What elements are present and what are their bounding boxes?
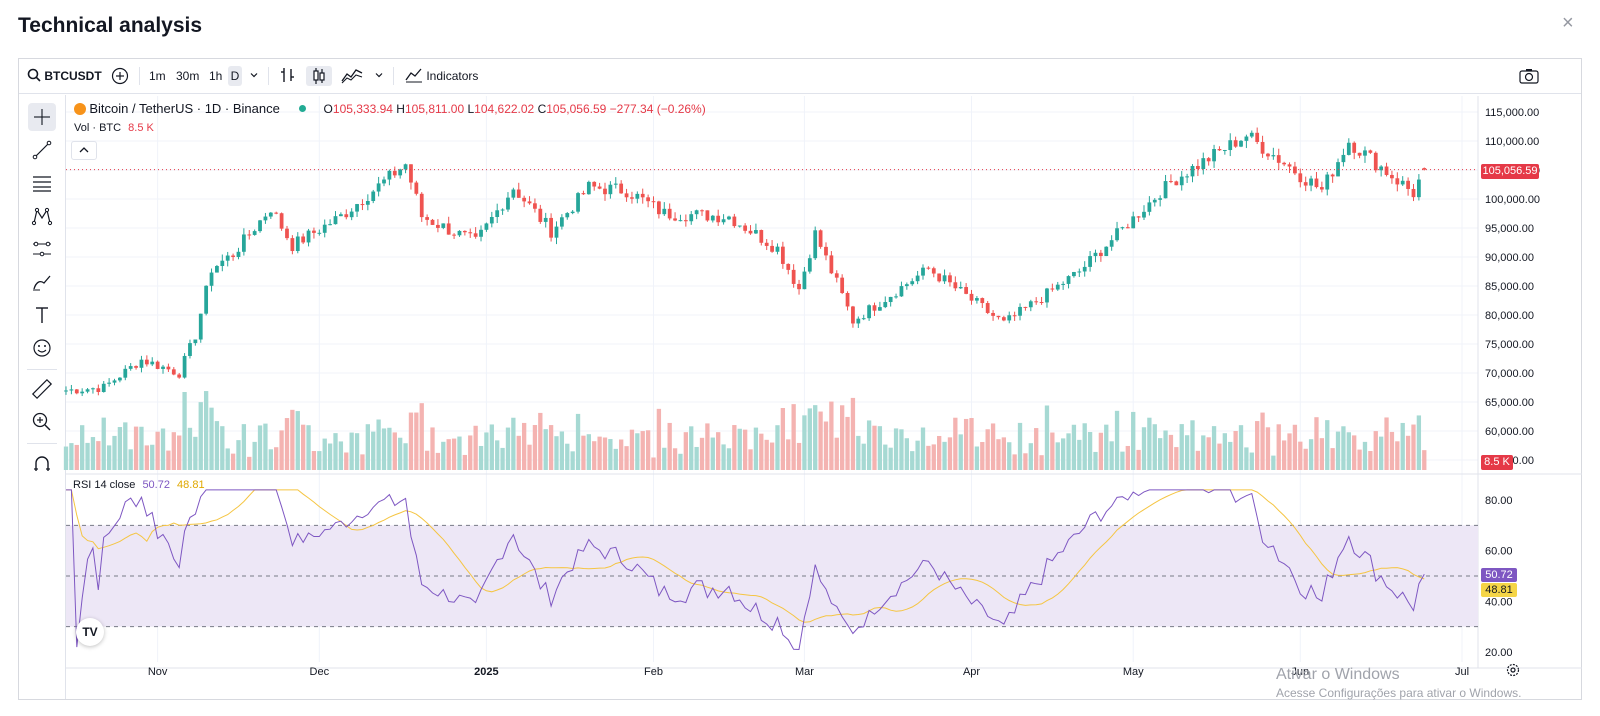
magnet-icon xyxy=(34,456,50,471)
interval-1h[interactable]: 1h xyxy=(209,69,223,83)
gear-icon xyxy=(1506,663,1520,677)
close-icon[interactable]: × xyxy=(1562,12,1574,34)
ohlc-close: 105,056.59 xyxy=(546,102,607,116)
text-icon xyxy=(36,307,48,323)
chevron-down-icon xyxy=(375,73,383,78)
measure-tool[interactable] xyxy=(28,375,56,403)
candles-style-button[interactable] xyxy=(306,66,332,86)
collapse-legend-button[interactable] xyxy=(71,141,97,160)
windows-activation-text: Acesse Configurações para ativar o Windo… xyxy=(1276,686,1522,700)
bitcoin-icon xyxy=(74,103,86,115)
zoom-tool[interactable] xyxy=(28,408,56,436)
zoom-in-icon xyxy=(32,412,51,431)
interval-dropdown[interactable] xyxy=(249,66,259,86)
smiley-icon xyxy=(33,339,51,357)
horizontal-lines-icon xyxy=(33,176,51,192)
rsi-ma-tag: 48.81 xyxy=(1481,583,1517,597)
camera-icon xyxy=(1519,69,1539,84)
rsi-legend: RSI 14 close 50.72 48.81 xyxy=(73,479,205,491)
search-icon xyxy=(27,68,41,82)
rsi-ma-value: 48.81 xyxy=(177,479,205,491)
magnet-tool[interactable] xyxy=(28,450,56,478)
symbol-search[interactable]: BTCUSDT xyxy=(27,66,102,86)
crosshair-icon xyxy=(34,109,50,125)
volume-value: 8.5 K xyxy=(128,122,154,134)
ohlc-low-label: L xyxy=(467,102,475,116)
chevron-up-icon xyxy=(79,147,89,153)
bars-icon xyxy=(281,68,294,82)
text-tool[interactable] xyxy=(28,301,56,329)
chevron-down-icon xyxy=(250,73,258,78)
projection-icon xyxy=(33,241,51,257)
ohlc-high: 105,811.00 xyxy=(404,102,465,116)
chart-type-dropdown[interactable] xyxy=(374,66,384,86)
add-circle-icon xyxy=(111,67,129,85)
ruler-icon xyxy=(31,378,53,400)
indicators-icon xyxy=(405,68,422,83)
rsi-label: RSI 14 close xyxy=(73,479,136,491)
last-price-tag: 105,056.59 xyxy=(1481,164,1539,179)
screenshot-button[interactable] xyxy=(1519,66,1539,86)
toolbar-divider xyxy=(393,67,394,85)
indicators-button[interactable]: Indicators xyxy=(405,66,478,86)
projection-tool[interactable] xyxy=(28,235,56,263)
sidebar-divider xyxy=(27,369,57,370)
instrument-label[interactable]: Bitcoin / TetherUS · 1D · Binance xyxy=(89,101,280,116)
indicators-label: Indicators xyxy=(426,69,479,83)
market-status-dot xyxy=(299,105,307,112)
interval-1m[interactable]: 1m xyxy=(149,69,166,83)
horizontal-lines-tool[interactable] xyxy=(28,169,56,197)
brush-tool[interactable] xyxy=(28,268,56,296)
ohlc-close-label: C xyxy=(537,102,547,116)
pattern-icon xyxy=(31,207,53,226)
sidebar-divider xyxy=(27,443,57,444)
volume-legend: Vol · BTC 8.5 K xyxy=(74,122,154,134)
rsi-value: 50.72 xyxy=(142,479,170,491)
tradingview-logo[interactable]: TV xyxy=(76,618,104,646)
symbol-label: BTCUSDT xyxy=(44,69,102,83)
chart-legend: Bitcoin / TetherUS · 1D · Binance O105,3… xyxy=(74,101,706,116)
volume-label: Vol · BTC xyxy=(74,122,122,134)
volume-tag: 8.5 K xyxy=(1481,455,1513,470)
windows-activation-title: Ativar o Windows xyxy=(1276,666,1400,683)
interval-d[interactable]: D xyxy=(228,66,242,86)
dialog-title: Technical analysis xyxy=(18,14,203,37)
chart-settings-button[interactable] xyxy=(1505,662,1521,683)
emoji-tool[interactable] xyxy=(28,334,56,362)
drawing-toolbar xyxy=(19,95,66,699)
rsi-value-tag: 50.72 xyxy=(1481,568,1517,582)
compare-symbol-button[interactable] xyxy=(111,66,129,86)
ohlc-change: −277.34 (−0.26%) xyxy=(609,102,706,116)
brush-icon xyxy=(33,275,51,291)
toolbar-divider xyxy=(139,67,140,85)
crosshair-tool[interactable] xyxy=(28,103,56,131)
trend-line-tool[interactable] xyxy=(28,136,56,164)
pattern-tool[interactable] xyxy=(28,202,56,230)
chart-toolbar: BTCUSDT 1m 30m 1h D Indicators xyxy=(19,59,1581,94)
chart-widget: BTCUSDT 1m 30m 1h D Indicators xyxy=(18,58,1582,700)
ohlc-open-label: O xyxy=(323,102,333,116)
ohlc-high-label: H xyxy=(396,102,405,116)
candles-icon xyxy=(313,68,325,84)
ohlc-low: 104,622.02 xyxy=(474,102,535,116)
area-chart-icon xyxy=(341,69,363,84)
interval-30m[interactable]: 30m xyxy=(176,69,200,83)
bars-style-button[interactable] xyxy=(280,66,296,86)
chart-type-button[interactable] xyxy=(341,66,363,86)
trend-line-icon xyxy=(32,140,52,160)
ohlc-open: 105,333.94 xyxy=(332,102,393,116)
toolbar-divider xyxy=(268,67,269,85)
